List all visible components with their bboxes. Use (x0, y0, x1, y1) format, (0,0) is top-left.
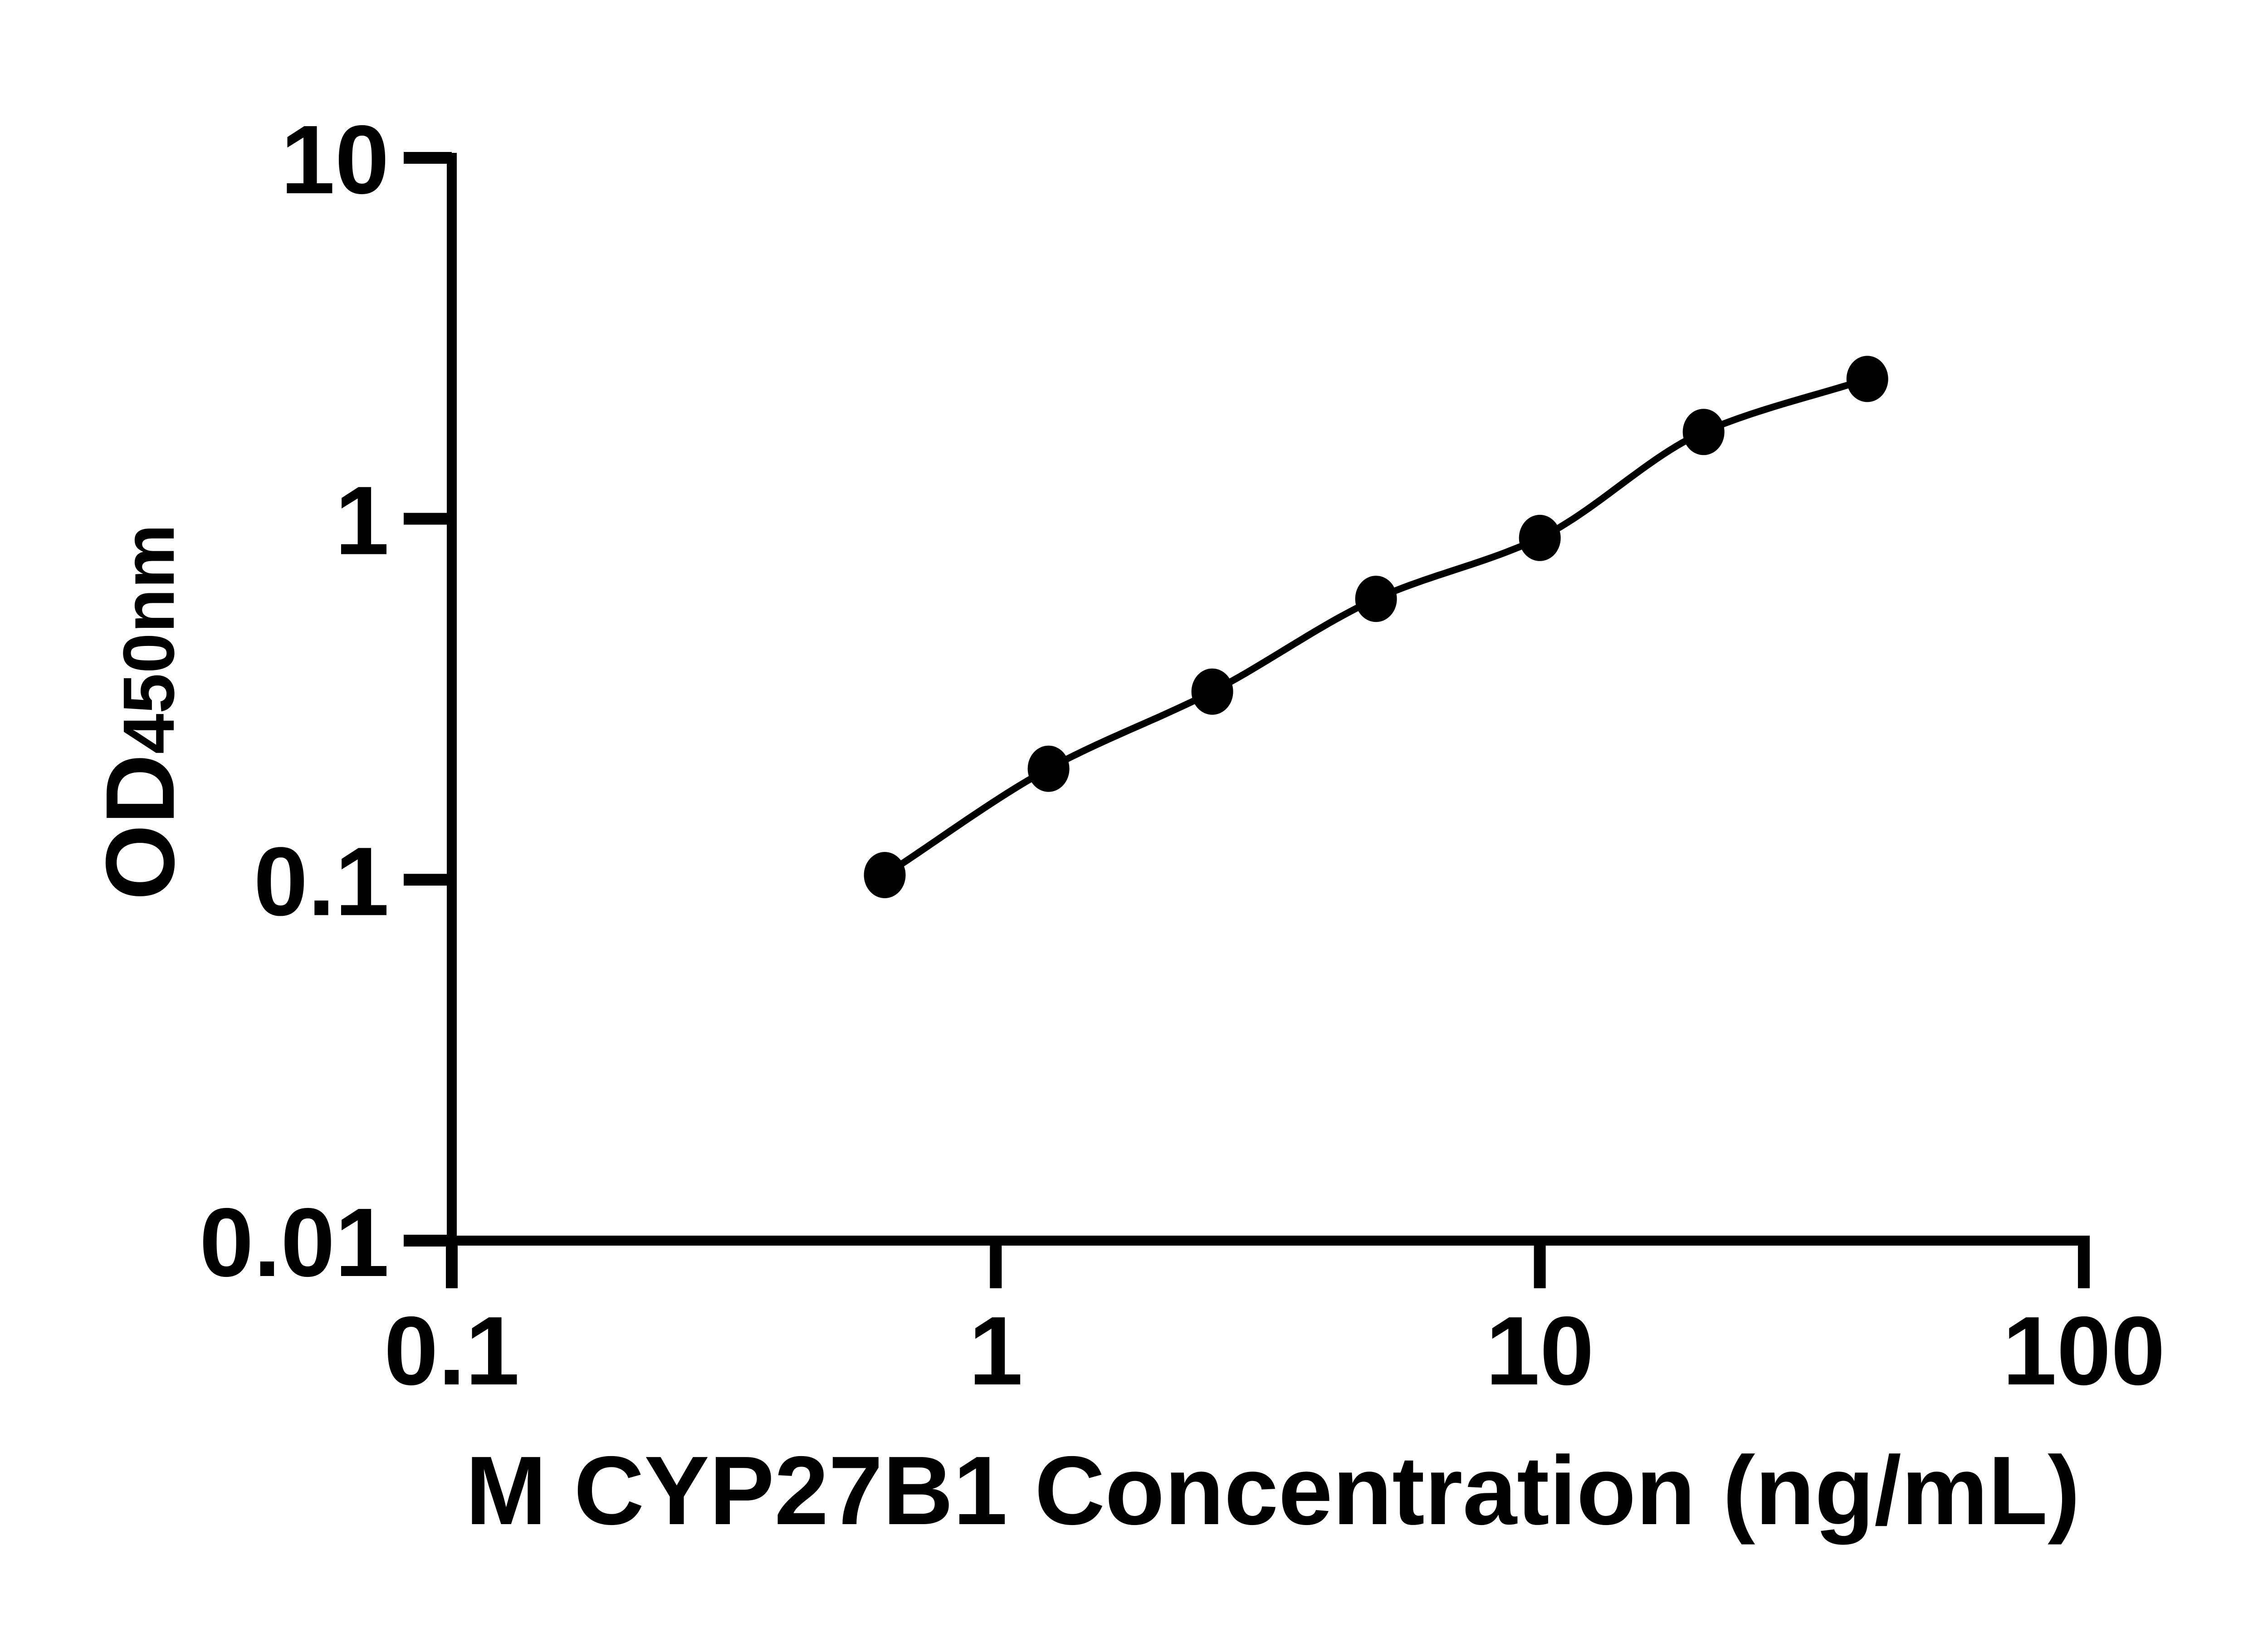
fit-curve (881, 375, 1871, 879)
y-tick-label: 0.1 (254, 826, 389, 936)
y-axis-title-main: OD (85, 754, 195, 900)
data-point (1519, 514, 1561, 561)
y-tick-label: 0.01 (200, 1188, 389, 1297)
x-tick-label: 10 (1486, 1296, 1594, 1405)
x-axis-title: M CYP27B1 Concentration (ng/mL) (465, 1436, 2080, 1545)
data-point (864, 852, 906, 899)
y-tick-label: 10 (281, 105, 389, 214)
x-tick-label: 0.1 (384, 1296, 520, 1405)
y-axis-ticks (404, 152, 452, 1247)
data-point (1191, 668, 1233, 715)
axes (447, 153, 2090, 1246)
data-points-group (864, 356, 1888, 899)
x-tick-label: 1 (969, 1296, 1023, 1405)
data-point (1682, 409, 1725, 455)
x-axis-ticks (446, 1241, 2090, 1288)
x-tick-label: 100 (2003, 1296, 2165, 1405)
fit-curve-group (881, 375, 1871, 879)
data-point (1027, 745, 1070, 792)
x-axis-tick-labels: 0.1 1 10 100 (384, 1296, 2165, 1405)
data-point (1355, 576, 1397, 622)
data-point (1846, 356, 1888, 402)
y-tick-label: 1 (335, 466, 389, 575)
y-axis-title-subscript: 450nm (108, 524, 189, 754)
y-axis-title: OD450nm (85, 524, 195, 900)
y-axis-tick-labels: 10 1 0.1 0.01 (200, 105, 389, 1297)
